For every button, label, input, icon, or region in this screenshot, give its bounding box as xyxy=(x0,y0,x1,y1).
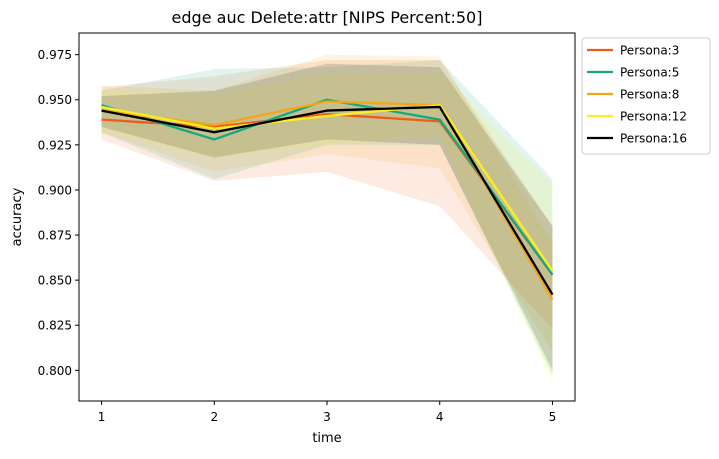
series-line-5 xyxy=(101,105,554,296)
chart-title: edge auc Delete:attr [NIPS Percent:50] xyxy=(172,8,483,27)
y-tick-label: 0.875 xyxy=(38,229,72,243)
confidence-band-4 xyxy=(101,72,553,383)
y-tick-label: 0.825 xyxy=(38,319,72,333)
legend: Persona:3 Persona:5 Persona:8 Persona:12 Per… xyxy=(581,37,711,155)
y-tick-label: 0.850 xyxy=(38,274,72,288)
x-axis-label: time xyxy=(312,431,341,446)
legend-box xyxy=(581,37,711,155)
x-axis: 1 2 3 4 5 xyxy=(98,401,557,424)
y-tick-label: 0.925 xyxy=(38,138,72,152)
series-lines xyxy=(101,98,554,301)
legend-label-5: Persona:16 xyxy=(620,132,687,146)
x-tick-label: 1 xyxy=(98,410,106,424)
legend-label-3: Persona:8 xyxy=(620,88,679,102)
y-tick-label: 0.950 xyxy=(38,93,72,107)
x-tick-label: 3 xyxy=(323,410,331,424)
legend-label-4: Persona:12 xyxy=(620,110,687,124)
y-tick-label: 0.900 xyxy=(38,183,72,197)
series-line-4 xyxy=(101,104,554,272)
y-tick-label: 0.800 xyxy=(38,364,72,378)
confidence-bands xyxy=(101,54,553,383)
legend-label-2: Persona:5 xyxy=(620,66,679,80)
x-tick-label: 5 xyxy=(549,410,557,424)
y-tick-label: 0.975 xyxy=(38,48,72,62)
legend-label-1: Persona:3 xyxy=(620,44,679,58)
y-axis-label: accuracy xyxy=(10,187,25,246)
x-tick-label: 2 xyxy=(210,410,218,424)
y-axis: 0.800 0.825 0.850 0.875 0.900 0.925 0.950 0.975 xyxy=(38,48,79,378)
x-tick-label: 4 xyxy=(436,410,444,424)
